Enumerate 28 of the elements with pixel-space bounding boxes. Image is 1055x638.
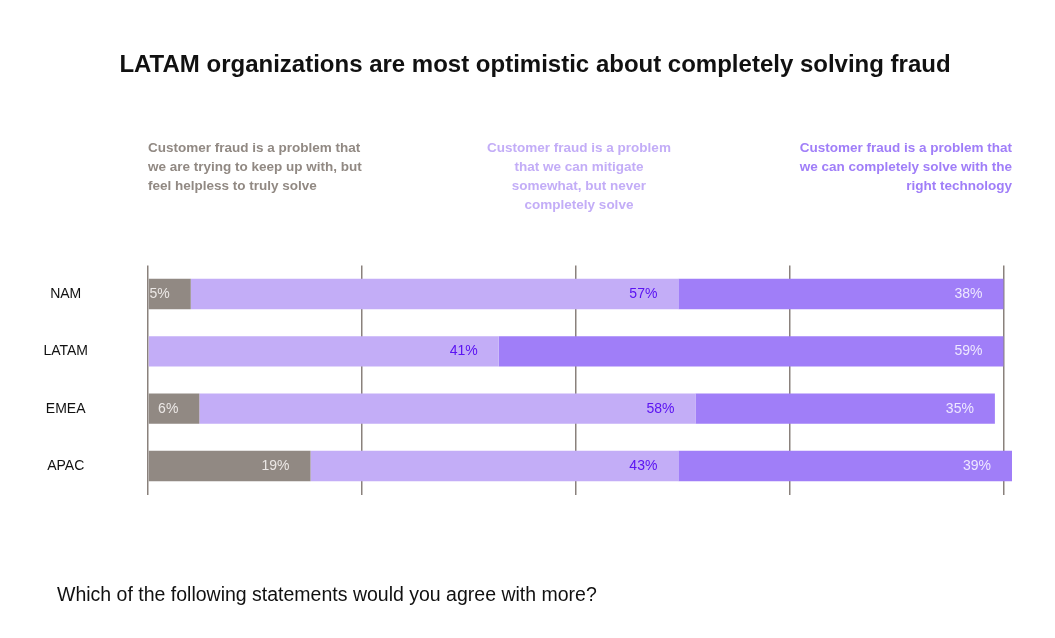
data-label: 59% — [954, 342, 983, 359]
y-tick-label: EMEA — [45, 399, 87, 416]
data-label: 6% — [158, 399, 179, 416]
data-label: 19% — [261, 456, 290, 473]
bar — [678, 278, 1004, 310]
bar — [190, 278, 679, 310]
chart-title: LATAM organizations are most optimistic about completely solving fraud — [118, 50, 952, 78]
text: Customer fraud is a problem that we can completely solve with the right technology — [798, 139, 1012, 195]
data-label: 38% — [954, 284, 983, 301]
data-label: 57% — [629, 284, 658, 301]
bar — [310, 450, 679, 482]
y-tick-label: NAM — [50, 284, 82, 301]
data-label: 35% — [945, 399, 974, 416]
text: Customer fraud is a problem that we are trying to keep up with, but feel helpless to truly solve — [148, 139, 363, 195]
bar — [498, 336, 1004, 367]
data-label: 58% — [646, 399, 675, 416]
data-label: 5% — [149, 284, 170, 301]
text: Customer fraud is a problem that we can mitigate somewhat, but never completely solve — [486, 139, 672, 214]
data-label: 39% — [962, 456, 991, 473]
text: Which of the following statements would you agree with more? — [57, 583, 597, 606]
bar — [148, 336, 499, 367]
y-tick-label: APAC — [47, 456, 85, 473]
bar — [678, 450, 1012, 482]
data-label: 43% — [629, 456, 658, 473]
data-label: 41% — [449, 342, 478, 359]
bar — [199, 393, 696, 424]
y-tick-label: LATAM — [43, 342, 89, 359]
bar — [695, 393, 995, 424]
